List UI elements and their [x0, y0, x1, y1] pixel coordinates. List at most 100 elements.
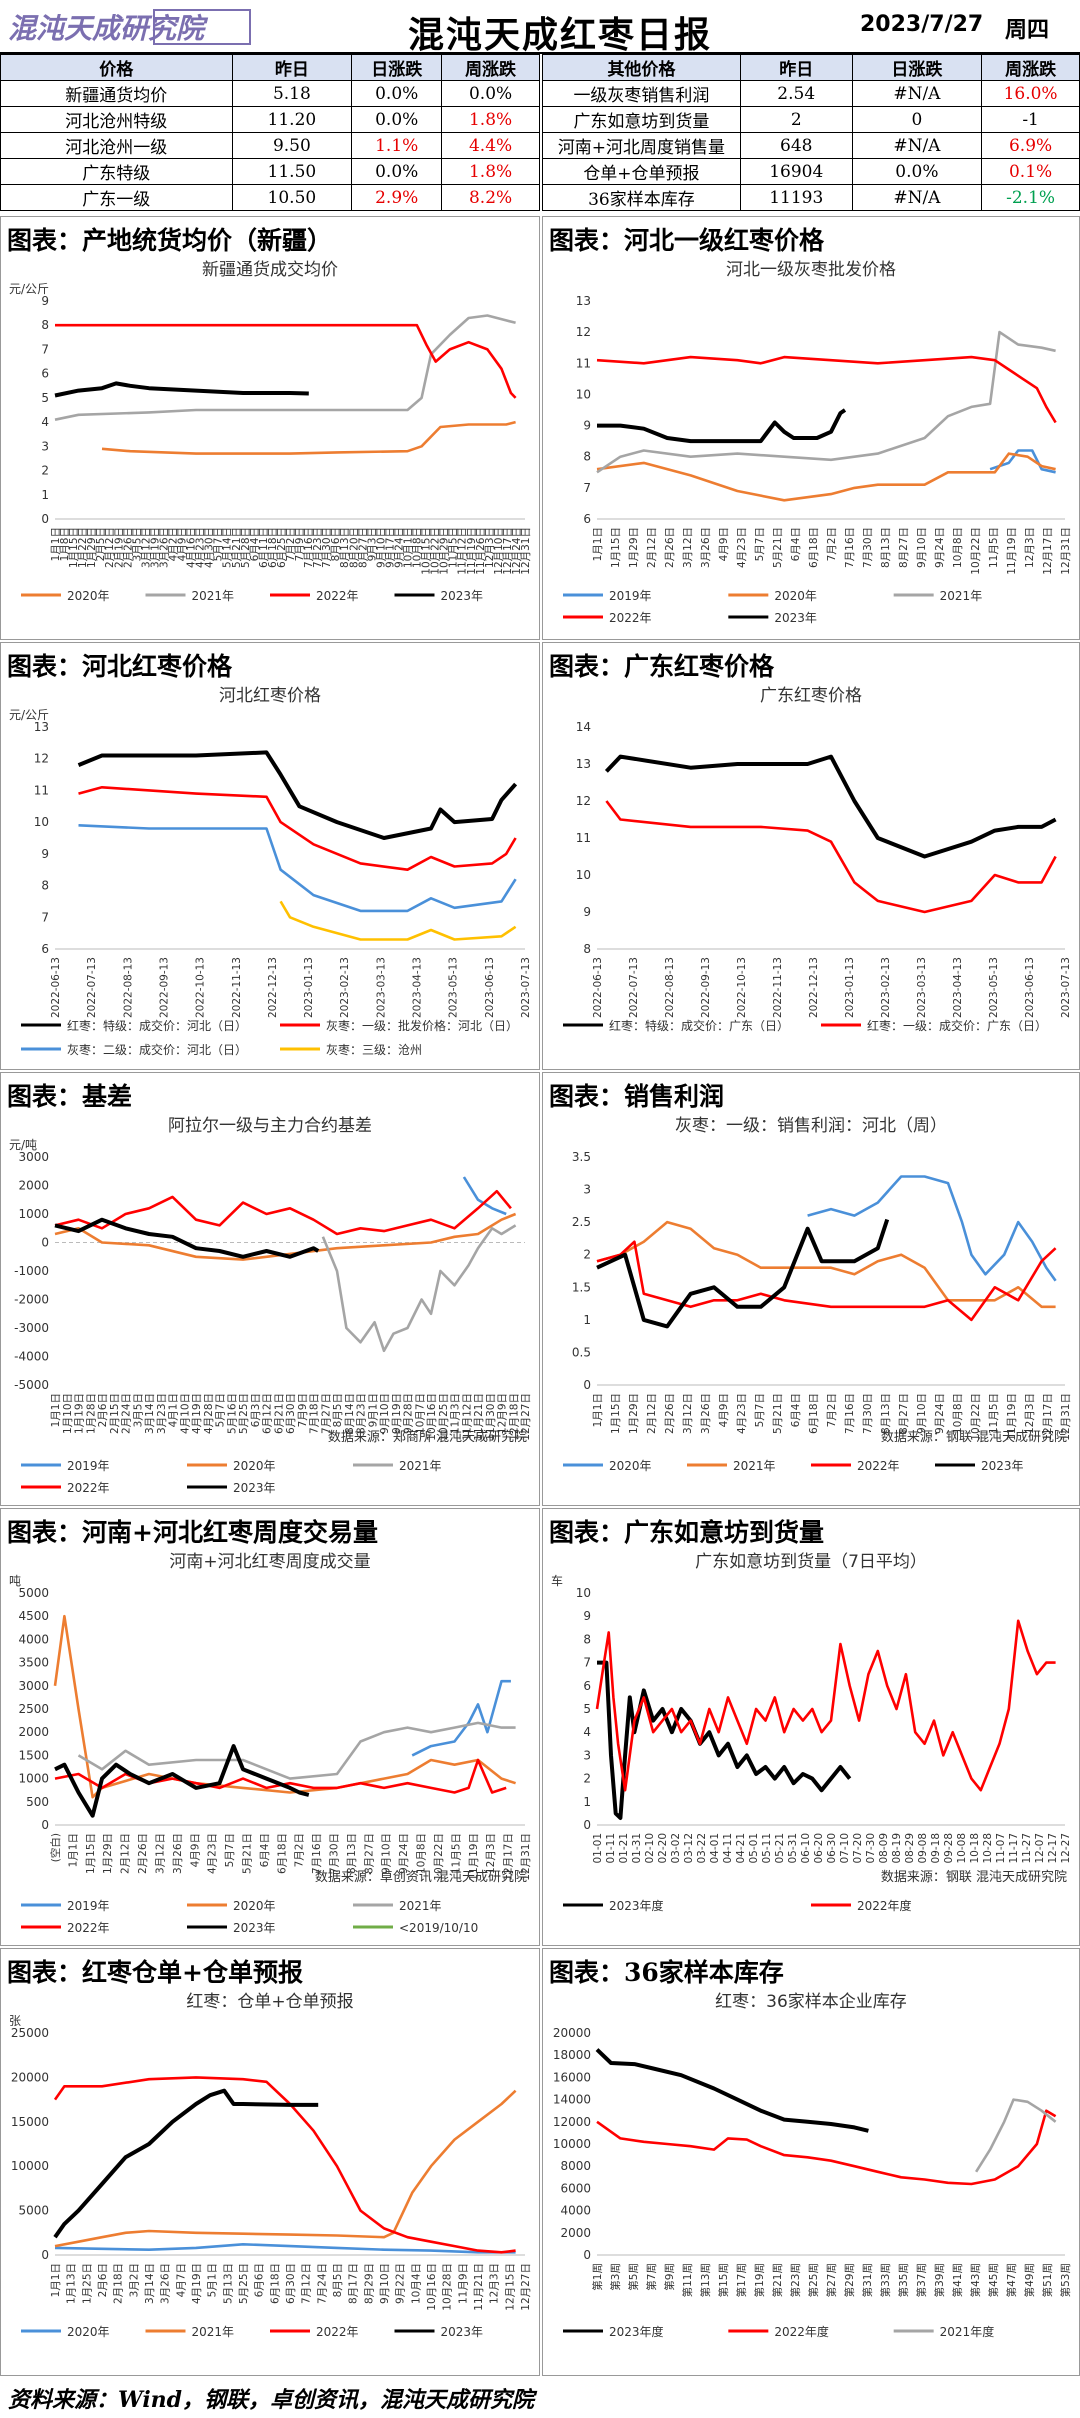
x-tick-label: 03-12: [683, 1833, 695, 1864]
y-tick-label: 12: [34, 752, 49, 766]
chart-panel-c1: 图表：产地统货均价（新疆） 新疆通货成交均价 元/公斤 0 1 2 3 4 5 6 7 8 9 1月1日 1…: [0, 216, 540, 640]
y-tick-label: 3.5: [572, 1150, 591, 1164]
x-tick-label: 8月13日: [880, 1393, 892, 1434]
x-tick-label: 5月21日: [241, 1833, 253, 1874]
panel-title: 图表：销售利润: [549, 1082, 725, 1111]
x-tick-label: 1月1日: [50, 1393, 62, 1427]
x-tick-label: 10月29日: [439, 527, 451, 575]
legend-label: 灰枣：二级：成交价：河北（日）: [67, 1042, 247, 1057]
x-tick-label: 4月9日: [718, 1393, 730, 1427]
y-axis-label: 吨: [9, 1574, 21, 1588]
y-tick-label: 9: [583, 1609, 591, 1623]
legend-label: 2021年度: [940, 2324, 995, 2339]
x-tick-label: 10-08: [956, 1833, 968, 1864]
x-tick-label: 04-01: [709, 1833, 721, 1864]
chart-title: 红枣：仓单+仓单预报: [186, 1992, 353, 2012]
x-tick-label: 3月14日: [144, 2263, 156, 2304]
y-tick-label: -3000: [14, 1321, 49, 1335]
chart-c2: 河北一级灰枣批发价格 6 7 8 9 10 11 12 13 1月1日 1月15日 1月29日 2月12…: [563, 260, 1072, 625]
x-tick-label: 11月3日: [450, 1393, 462, 1434]
x-tick-label: 7月16日: [311, 1833, 323, 1874]
x-tick-label: 9月10日: [375, 527, 387, 568]
y-tick-label: 2: [583, 1772, 591, 1786]
x-tick-label: 6月12日: [262, 1393, 274, 1434]
x-tick-label: 9月17日: [384, 527, 396, 568]
cell-w: 1.8%: [441, 106, 540, 133]
x-tick-label: 1月1日: [67, 1833, 79, 1867]
x-tick-label: 3月12日: [154, 1833, 166, 1874]
x-tick-label: 01-11: [605, 1833, 617, 1864]
y-tick-label: 0: [583, 1818, 591, 1832]
y-tick-label: 1500: [18, 1748, 49, 1762]
cell-d: #N/A: [851, 80, 983, 107]
price-table-right: 其他价格 昨日 日涨跌 周涨跌 一级灰枣销售利润 2.54 #N/A 16.0% 广东如意坊到货…: [542, 54, 1080, 211]
cell-d: 0.0%: [351, 106, 443, 133]
chart-panel-c5: 图表：基差 阿拉尔一级与主力合约基差 元/吨 -5000 -4000 -3000 -2000…: [0, 1072, 540, 1506]
series-line-3: [54, 1189, 512, 1236]
y-tick-label: 20000: [11, 2070, 49, 2084]
x-tick-label: 4月23日: [736, 527, 748, 568]
table-row: 仓单+仓单预报 16904 0.0% 0.1%: [542, 158, 1080, 185]
series-line-1: [605, 800, 1057, 914]
x-tick-label: 8月17日: [348, 2263, 360, 2304]
x-tick-label: 5月25日: [238, 2263, 250, 2304]
chart-panel-c9: 图表：红枣仓单+仓单预报 红枣：仓单+仓单预报张 0 5000 10000 15000 20…: [0, 1948, 540, 2376]
y-tick-label: 11: [34, 783, 49, 797]
x-tick-label: 6月30日: [285, 2263, 297, 2304]
x-tick-label: 2022-10-13: [736, 957, 748, 1018]
series-line-0: [989, 449, 1056, 474]
x-tick-label: 9月10日: [379, 1393, 391, 1434]
y-tick-label: 2000: [18, 1725, 49, 1739]
y-tick-label: 0: [41, 1818, 49, 1832]
x-tick-label: 2023-03-13: [916, 957, 928, 1018]
x-tick-label: 2023-03-13: [375, 957, 387, 1018]
x-tick-label: 11月19日: [466, 527, 478, 575]
x-tick-label: 8月5日: [332, 2263, 344, 2297]
x-tick-label: 12月10日: [493, 527, 505, 575]
legend-label: 红枣：特级：成交价：广东（日）: [609, 1018, 789, 1033]
x-tick-label: 12月9日: [497, 1393, 509, 1434]
cell-w: 0.1%: [981, 158, 1080, 185]
legend-label: 2022年: [609, 611, 652, 625]
x-tick-label: 2月6日: [97, 1393, 109, 1427]
x-tick-label: 01-31: [631, 1833, 643, 1864]
x-tick-label: 2月26日: [137, 1833, 149, 1874]
x-tick-label: 12月27日: [520, 2263, 532, 2311]
x-tick-label: 11月5日: [448, 527, 460, 568]
cell-name: 广东如意坊到货量: [542, 106, 741, 133]
x-tick-label: 11-07: [995, 1833, 1007, 1864]
y-tick-label: 5: [583, 1702, 591, 1716]
x-tick-label: 12月3日: [1024, 527, 1036, 568]
x-tick-label: 06-10: [800, 1833, 812, 1864]
logo: 混沌天成研究院: [8, 9, 251, 45]
legend-label: 2020年: [609, 1459, 652, 1473]
panel-title: 图表：广东红枣价格: [549, 652, 775, 681]
x-tick-label: 8月29日: [363, 2263, 375, 2304]
x-tick-label: 4月10日: [179, 1393, 191, 1434]
y-tick-label: 0: [583, 2248, 591, 2262]
y-tick-label: 6: [583, 1679, 591, 1693]
y-tick-label: 18000: [553, 2048, 591, 2062]
legend-label: 2023年: [233, 1481, 276, 1495]
table-header-3: 周涨跌: [981, 54, 1080, 81]
x-tick-label: 10月16日: [426, 1393, 438, 1441]
x-tick-label: 10月22日: [433, 1833, 445, 1881]
table-header-1: 昨日: [231, 54, 353, 81]
x-tick-label: 4月19日: [191, 1393, 203, 1434]
table-row: 河北沧州特级 11.20 0.0% 1.8%: [0, 106, 540, 133]
chart-title: 红枣：36家样本企业库存: [715, 1992, 907, 2012]
y-tick-label: 6: [41, 367, 49, 381]
cell-d: 0.0%: [351, 80, 443, 107]
x-tick-label: 12月17日: [503, 1833, 515, 1881]
cell-d: 1.1%: [351, 132, 443, 159]
legend-label: 2023年度: [609, 2324, 664, 2339]
x-tick-label: 6月4日: [259, 1833, 271, 1867]
x-tick-label: 9月19日: [391, 1393, 403, 1434]
x-tick-label: 第3周: [609, 2263, 622, 2291]
x-tick-label: 10月8日: [412, 527, 424, 568]
x-tick-label: 6月18日: [276, 1833, 288, 1874]
legend-label: 2020年: [233, 1899, 276, 1913]
x-tick-label: 2022-07-13: [628, 957, 640, 1018]
